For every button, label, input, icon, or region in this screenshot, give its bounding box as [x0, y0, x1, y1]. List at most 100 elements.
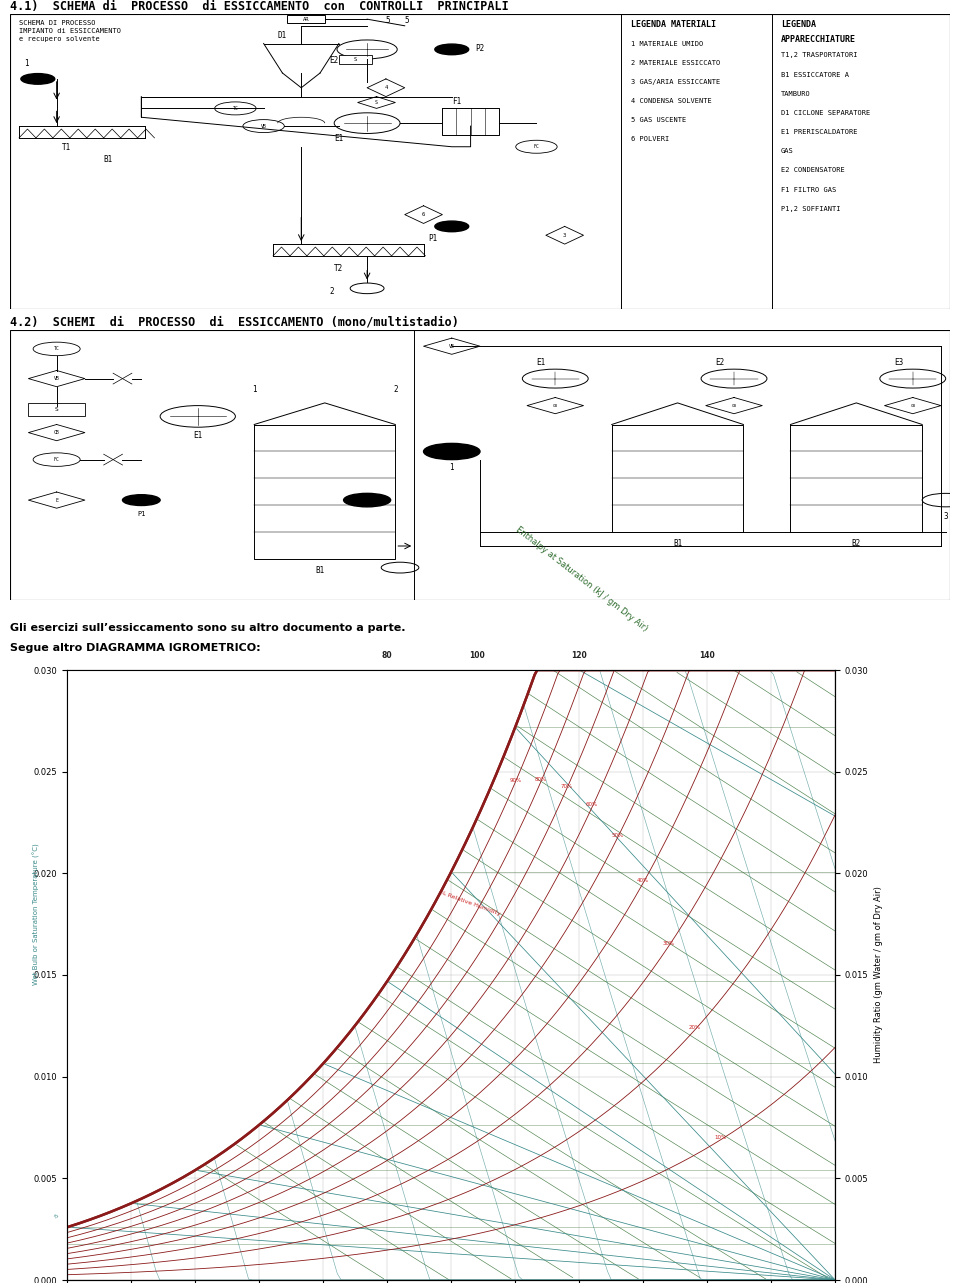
- Text: 50% Relative Humidity: 50% Relative Humidity: [432, 887, 501, 916]
- Text: 6 POLVERI: 6 POLVERI: [631, 136, 669, 142]
- Circle shape: [21, 73, 55, 85]
- Text: 5 GAS USCENTE: 5 GAS USCENTE: [631, 117, 685, 123]
- Text: 1: 1: [252, 385, 256, 394]
- Circle shape: [123, 495, 160, 506]
- Text: 2: 2: [329, 287, 334, 296]
- Text: E: E: [56, 498, 58, 503]
- Text: P1: P1: [428, 235, 438, 244]
- Text: B1: B1: [673, 539, 683, 548]
- Text: -5: -5: [54, 1211, 60, 1219]
- Text: CB: CB: [54, 430, 60, 435]
- Circle shape: [423, 444, 480, 459]
- Text: LEGENDA MATERIALI: LEGENDA MATERIALI: [631, 21, 715, 30]
- Text: LEGENDA: LEGENDA: [781, 21, 816, 30]
- Text: 10: 10: [245, 1109, 252, 1116]
- Text: E2: E2: [329, 55, 339, 64]
- Text: VB: VB: [449, 344, 455, 349]
- Text: B2: B2: [852, 539, 861, 548]
- Text: E1: E1: [193, 431, 203, 440]
- Text: 0: 0: [119, 1189, 125, 1196]
- Text: SI (metric) units
Barometric Pressure 101.325 kPa (Sea level)
based on data from: SI (metric) units Barometric Pressure 10…: [135, 816, 291, 839]
- Text: 2 MATERIALE ESSICCATO: 2 MATERIALE ESSICCATO: [631, 60, 720, 65]
- Text: E3: E3: [894, 358, 903, 367]
- Text: 70%: 70%: [561, 784, 572, 789]
- Text: CB: CB: [910, 404, 915, 408]
- Text: SCHEMA DI PROCESSO
IMPIANTO di ESSICCAMENTO
e recupero solvente: SCHEMA DI PROCESSO IMPIANTO di ESSICCAME…: [19, 21, 121, 42]
- Text: Wet Bulb or Saturation Temperature (°C): Wet Bulb or Saturation Temperature (°C): [33, 843, 40, 985]
- Text: T2: T2: [334, 263, 344, 273]
- Y-axis label: Humidity Ratio (gm Water / gm of Dry Air): Humidity Ratio (gm Water / gm of Dry Air…: [875, 887, 883, 1064]
- Text: 30%: 30%: [662, 940, 675, 946]
- Text: 4 CONDENSA SOLVENTE: 4 CONDENSA SOLVENTE: [631, 98, 711, 104]
- Circle shape: [435, 221, 468, 232]
- Bar: [287, 15, 324, 23]
- Text: 6: 6: [422, 212, 425, 217]
- Text: 1: 1: [24, 59, 29, 68]
- Text: E1 PRERISCALDATORE: E1 PRERISCALDATORE: [781, 130, 857, 135]
- Text: 25: 25: [437, 854, 444, 863]
- Text: P2: P2: [475, 44, 485, 53]
- Text: S: S: [375, 100, 378, 105]
- Text: Psychrometric Chart: Psychrometric Chart: [109, 780, 317, 798]
- Text: F1: F1: [452, 98, 461, 106]
- Text: TC: TC: [54, 346, 60, 352]
- Text: D1 CICLONE SEPARATORE: D1 CICLONE SEPARATORE: [781, 110, 871, 115]
- Text: 90%: 90%: [509, 777, 521, 783]
- Text: TAMBURO: TAMBURO: [781, 91, 811, 96]
- Bar: [29, 403, 84, 417]
- Text: B1 ESSICCATORE A: B1 ESSICCATORE A: [781, 72, 849, 77]
- Text: 4.1)  SCHEMA di  PROCESSO  di ESSICCAMENTO  con  CONTROLLI  PRINCIPALI: 4.1) SCHEMA di PROCESSO di ESSICCAMENTO …: [10, 0, 509, 13]
- Text: 4.2)  SCHEMI  di  PROCESSO  di  ESSICCAMENTO (mono/multistadio): 4.2) SCHEMI di PROCESSO di ESSICCAMENTO …: [10, 316, 459, 328]
- Text: VB: VB: [54, 376, 60, 381]
- Circle shape: [435, 44, 468, 55]
- Text: B1: B1: [104, 154, 113, 163]
- Text: 20: 20: [372, 965, 381, 973]
- Text: S: S: [55, 407, 59, 412]
- Text: 40%: 40%: [637, 878, 649, 883]
- Text: 50%: 50%: [612, 833, 624, 838]
- Text: T1,2 TRASPORTATORI: T1,2 TRASPORTATORI: [781, 53, 857, 58]
- Text: AR: AR: [302, 17, 309, 22]
- Text: T1: T1: [61, 142, 71, 151]
- Text: 30: 30: [501, 711, 509, 718]
- Text: 5: 5: [405, 15, 409, 24]
- Text: 1 MATERIALE UMIDO: 1 MATERIALE UMIDO: [631, 41, 703, 46]
- Text: 4: 4: [384, 85, 388, 90]
- Text: 5: 5: [386, 15, 391, 24]
- Text: P1,2 SOFFIANTI: P1,2 SOFFIANTI: [781, 205, 841, 212]
- Text: P1: P1: [137, 512, 146, 517]
- Text: 60%: 60%: [586, 802, 598, 807]
- Text: E1: E1: [334, 133, 344, 142]
- Text: Enthalpy at Saturation (kJ / gm Dry Air): Enthalpy at Saturation (kJ / gm Dry Air): [515, 525, 649, 634]
- Text: VB: VB: [261, 123, 267, 128]
- Text: 1: 1: [449, 463, 454, 472]
- Text: 140: 140: [699, 650, 715, 659]
- Text: 10%: 10%: [714, 1135, 726, 1141]
- Text: FC: FC: [534, 144, 540, 149]
- Text: 3: 3: [944, 512, 948, 521]
- Text: 2: 2: [393, 385, 397, 394]
- Text: 80%: 80%: [535, 776, 547, 781]
- Circle shape: [344, 494, 391, 507]
- Text: GAS: GAS: [781, 149, 794, 154]
- Text: 120: 120: [571, 650, 588, 659]
- Text: 3 GAS/ARIA ESSICCANTE: 3 GAS/ARIA ESSICCANTE: [631, 78, 720, 85]
- Text: 15: 15: [309, 1047, 317, 1056]
- Text: APPARECCHIATURE: APPARECCHIATURE: [781, 35, 856, 44]
- Text: E1: E1: [537, 358, 545, 367]
- Text: E2: E2: [715, 358, 725, 367]
- Text: 100: 100: [468, 650, 485, 659]
- Text: D1: D1: [277, 31, 287, 40]
- Text: E2 CONDENSATORE: E2 CONDENSATORE: [781, 167, 845, 173]
- Text: 20%: 20%: [688, 1025, 701, 1030]
- Text: CB: CB: [553, 404, 558, 408]
- Text: F1 FILTRO GAS: F1 FILTRO GAS: [781, 186, 836, 192]
- Bar: [339, 55, 372, 64]
- Text: CB: CB: [732, 404, 736, 408]
- Text: B1: B1: [316, 566, 324, 575]
- Text: Segue altro DIAGRAMMA IGROMETRICO:: Segue altro DIAGRAMMA IGROMETRICO:: [10, 643, 260, 653]
- Text: Gli esercizi sull’essiccamento sono su altro documento a parte.: Gli esercizi sull’essiccamento sono su a…: [10, 624, 405, 633]
- Text: 5: 5: [182, 1156, 189, 1162]
- Text: TC: TC: [232, 106, 238, 110]
- Text: S: S: [353, 58, 357, 62]
